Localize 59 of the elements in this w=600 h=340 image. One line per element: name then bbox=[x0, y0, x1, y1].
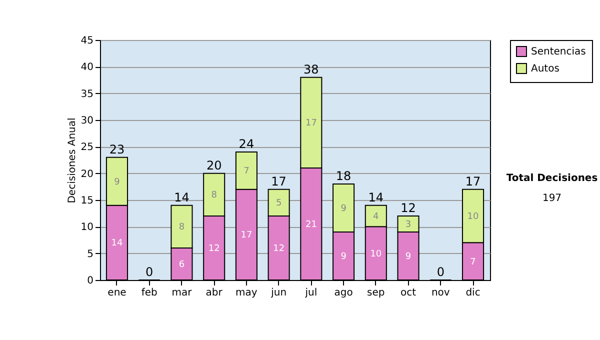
data-label: 17 bbox=[240, 230, 252, 241]
total-label: 14 bbox=[368, 190, 384, 204]
x-tick-label: dic bbox=[466, 288, 480, 298]
data-label: 9 bbox=[114, 177, 120, 188]
y-tick-label: 20 bbox=[80, 168, 94, 180]
x-tick-label: jul bbox=[304, 288, 318, 298]
y-axis-title: Decisiones Anual bbox=[66, 118, 78, 204]
data-label: 10 bbox=[467, 212, 480, 222]
y-tick-label: 40 bbox=[80, 62, 94, 74]
x-tick-label: abr bbox=[206, 288, 224, 298]
total-label: 20 bbox=[206, 158, 222, 172]
y-tick-label: 0 bbox=[87, 276, 94, 286]
data-label: 10 bbox=[370, 249, 382, 260]
x-tick-label: ago bbox=[334, 288, 353, 298]
y-tick-label: 45 bbox=[80, 36, 94, 46]
y-tick-label: 25 bbox=[80, 142, 94, 154]
y-tick-label: 10 bbox=[80, 222, 94, 234]
total-label: 17 bbox=[271, 174, 286, 188]
data-label: 7 bbox=[470, 257, 476, 268]
total-label: 12 bbox=[400, 201, 416, 215]
x-tick-label: oct bbox=[400, 288, 416, 298]
data-label: 17 bbox=[305, 118, 317, 129]
y-tick-label: 35 bbox=[80, 88, 94, 100]
y-tick-label: 5 bbox=[87, 248, 94, 260]
total-label: 38 bbox=[304, 62, 319, 76]
data-label: 9 bbox=[340, 204, 347, 214]
data-label: 8 bbox=[178, 222, 185, 233]
legend-label: Autos bbox=[531, 64, 560, 74]
x-tick-label: jun bbox=[270, 288, 287, 298]
data-label: 3 bbox=[405, 220, 412, 230]
data-label: 21 bbox=[305, 220, 317, 230]
x-tick-label: feb bbox=[141, 288, 158, 298]
x-tick-label: nov bbox=[431, 288, 450, 298]
x-tick-label: may bbox=[236, 288, 258, 298]
data-label: 5 bbox=[276, 198, 282, 209]
data-label: 4 bbox=[373, 212, 380, 222]
data-label: 9 bbox=[340, 252, 347, 262]
total-label: 23 bbox=[109, 142, 125, 156]
data-label: 14 bbox=[111, 238, 123, 249]
data-label: 6 bbox=[178, 260, 185, 270]
total-label: 18 bbox=[336, 169, 352, 183]
legend-label: Sentencias bbox=[531, 46, 586, 58]
y-tick-label: 30 bbox=[80, 116, 94, 126]
x-tick-label: sep bbox=[367, 288, 385, 298]
x-tick-label: mar bbox=[172, 288, 193, 298]
total-label: 17 bbox=[465, 174, 481, 188]
data-label: 9 bbox=[405, 252, 412, 262]
total-label: 24 bbox=[238, 137, 254, 151]
data-label: 7 bbox=[244, 166, 250, 177]
x-tick-label: ene bbox=[108, 288, 126, 298]
data-label: 8 bbox=[211, 190, 218, 201]
total-label: 0 bbox=[146, 265, 154, 279]
data-label: 12 bbox=[273, 244, 285, 254]
total-label: 14 bbox=[174, 190, 190, 204]
total-label: 0 bbox=[436, 265, 444, 279]
text: Total Decisiones bbox=[506, 173, 598, 184]
y-tick-label: 15 bbox=[80, 196, 94, 206]
data-label: 12 bbox=[208, 244, 220, 254]
text: 197 bbox=[542, 193, 562, 204]
